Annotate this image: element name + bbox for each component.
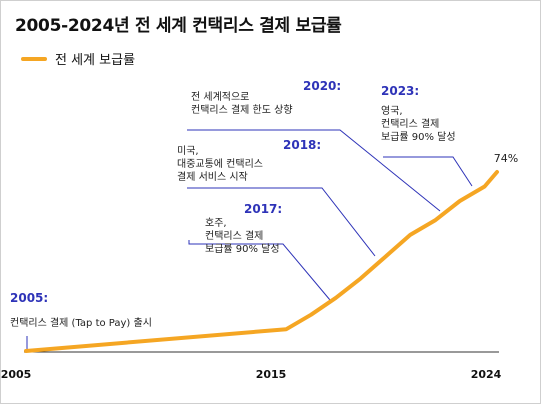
annotation-text: 전 세계적으로 [191, 91, 249, 103]
annotation-text: 컨택리스 결제 (Tap to Pay) 출시 [10, 317, 152, 329]
legend-label: 전 세계 보급률 [55, 53, 136, 68]
x-tick-label: 2015 [256, 368, 287, 381]
end-value-label: 74% [494, 152, 518, 165]
annotation-text: 호주, [205, 217, 227, 229]
annotation-year: 2020: [303, 79, 341, 93]
annotation-leader-line [188, 240, 331, 301]
annotation-text: 컨택리스 결제 [381, 118, 439, 130]
annotation-text: 미국, [177, 145, 199, 157]
annotation-year: 2005: [10, 291, 48, 305]
legend-swatch [21, 57, 47, 61]
chart-title: 2005-2024년 전 세계 컨택리스 결제 보급률 [15, 16, 342, 36]
annotation-leader-line [383, 156, 473, 187]
annotation-year: 2023: [381, 84, 419, 98]
annotation-leader-line [187, 129, 441, 212]
annotation-year: 2018: [283, 138, 321, 152]
annotation-text: 컨택리스 결제 한도 상향 [191, 104, 293, 116]
x-tick-label: 2024 [471, 368, 502, 381]
annotation-text: 대중교통에 컨택리스 [177, 158, 263, 170]
annotation-text: 컨택리스 결제 [205, 230, 263, 242]
annotation-text: 보급률 90% 달성 [205, 243, 280, 255]
annotation-text: 결제 서비스 시작 [177, 171, 248, 183]
annotation-year: 2017: [244, 202, 282, 216]
series-line [24, 170, 499, 353]
x-tick-label: 2005 [1, 368, 32, 381]
annotation-text: 영국, [381, 105, 403, 117]
annotation-leader-line [187, 187, 376, 257]
annotation-text: 보급률 90% 달성 [381, 131, 456, 143]
